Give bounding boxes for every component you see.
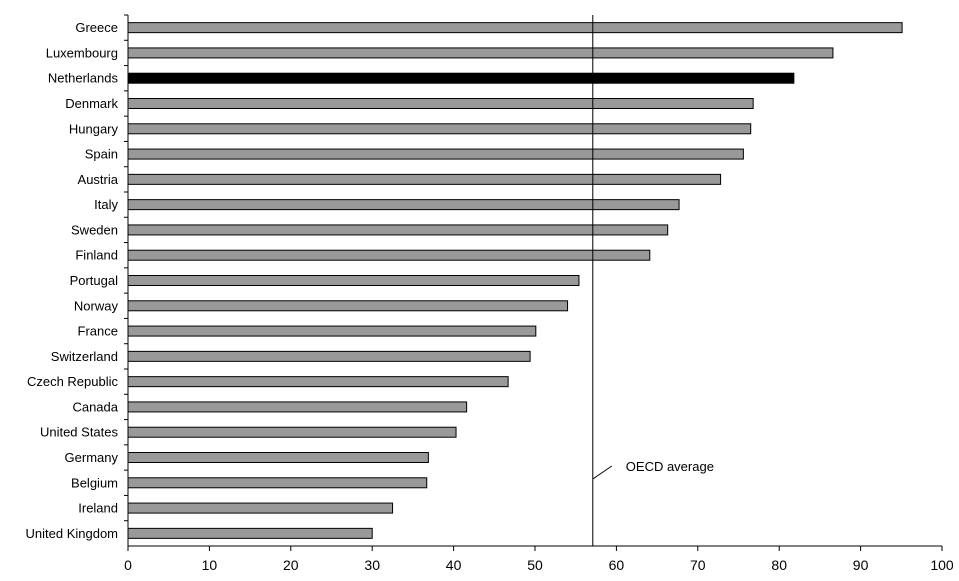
category-label: Norway bbox=[74, 298, 119, 313]
bar-czech-republic bbox=[127, 376, 509, 388]
category-label: France bbox=[78, 324, 118, 339]
x-tick-label: 50 bbox=[527, 557, 543, 573]
category-label: Canada bbox=[72, 399, 118, 414]
bar-belgium bbox=[127, 477, 428, 489]
category-labels: Greece Luxembourg Netherlands Denmark Hungar… bbox=[26, 20, 119, 541]
category-label: Czech Republic bbox=[27, 374, 119, 389]
bar-luxembourg bbox=[127, 47, 834, 59]
category-label: Finland bbox=[75, 248, 118, 263]
x-tick-label: 60 bbox=[609, 557, 625, 573]
bar-spain bbox=[127, 148, 744, 160]
category-label: United States bbox=[40, 425, 119, 440]
category-label: Portugal bbox=[70, 273, 119, 288]
bars-group bbox=[127, 22, 903, 539]
category-label: Switzerland bbox=[51, 349, 118, 364]
bar-united-kingdom bbox=[127, 527, 373, 539]
bar-united-states bbox=[127, 426, 457, 438]
bar-switzerland bbox=[127, 350, 531, 362]
category-label: Luxembourg bbox=[46, 45, 118, 60]
x-axis-ticks: 0 10 20 30 40 50 60 70 80 90 100 bbox=[124, 546, 954, 573]
category-label: Denmark bbox=[65, 96, 118, 111]
category-label: Austria bbox=[78, 172, 119, 187]
bar-netherlands bbox=[127, 72, 795, 84]
bar-denmark bbox=[127, 98, 754, 109]
category-label: Ireland bbox=[78, 501, 118, 516]
x-tick-label: 70 bbox=[690, 557, 706, 573]
bar-finland bbox=[127, 249, 651, 261]
bar-canada bbox=[127, 401, 468, 413]
bar-sweden bbox=[127, 224, 669, 236]
x-tick-label: 100 bbox=[930, 557, 954, 573]
bar-austria bbox=[127, 173, 722, 185]
category-label: United Kingdom bbox=[26, 526, 119, 541]
x-tick-label: 90 bbox=[853, 557, 869, 573]
annotation-leader-line bbox=[592, 465, 613, 480]
bar-norway bbox=[127, 300, 569, 312]
category-label: Greece bbox=[75, 20, 118, 35]
reference-line-group: OECD average bbox=[592, 15, 714, 546]
bar-france bbox=[127, 325, 537, 337]
category-label: Sweden bbox=[71, 222, 118, 237]
x-tick-label: 0 bbox=[124, 557, 132, 573]
category-label: Italy bbox=[94, 197, 118, 212]
category-label: Netherlands bbox=[48, 71, 119, 86]
category-label: Spain bbox=[85, 147, 118, 162]
x-tick-label: 30 bbox=[364, 557, 380, 573]
bar-hungary bbox=[127, 123, 752, 135]
bar-greece bbox=[127, 22, 903, 34]
category-label: Hungary bbox=[69, 121, 119, 136]
x-tick-label: 40 bbox=[446, 557, 462, 573]
x-tick-label: 80 bbox=[771, 557, 787, 573]
category-label: Belgium bbox=[71, 475, 118, 490]
category-label: Germany bbox=[65, 450, 119, 465]
bar-italy bbox=[127, 199, 680, 211]
bar-portugal bbox=[127, 275, 580, 286]
x-tick-label: 20 bbox=[283, 557, 299, 573]
x-tick-label: 10 bbox=[202, 557, 218, 573]
oecd-average-label: OECD average bbox=[626, 459, 714, 474]
bar-ireland bbox=[127, 502, 394, 514]
bar-germany bbox=[127, 452, 429, 463]
